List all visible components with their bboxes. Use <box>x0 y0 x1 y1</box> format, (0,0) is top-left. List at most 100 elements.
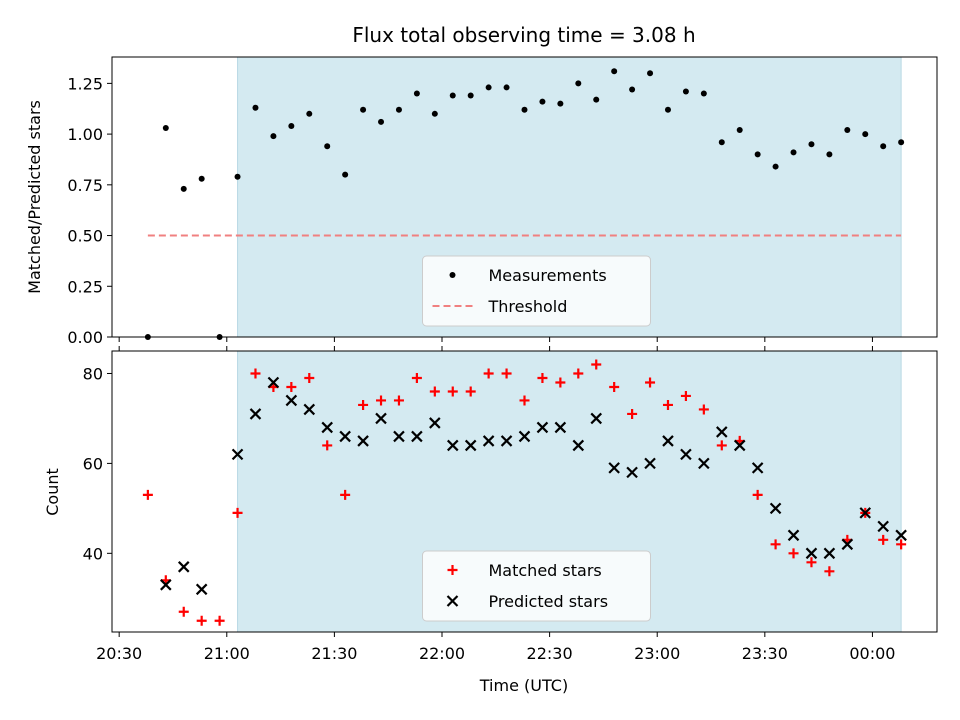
matched-stars-point <box>537 372 548 383</box>
measurement-point <box>808 141 815 148</box>
matched-stars-point <box>555 377 566 388</box>
predicted-stars-point <box>805 547 818 560</box>
y-tick-label: 0.00 <box>67 328 103 347</box>
predicted-stars-point <box>823 547 836 560</box>
axes-frame <box>111 56 938 338</box>
predicted-stars-point <box>644 457 656 470</box>
matched-stars-point <box>178 606 189 617</box>
measurement-point <box>557 100 564 107</box>
x-tick-label: 23:00 <box>634 644 680 663</box>
measurement-point <box>252 104 259 111</box>
matched-stars-point <box>752 489 763 500</box>
x-tick-label: 21:00 <box>204 644 250 663</box>
measurement-point <box>180 185 187 192</box>
matched-stars-point <box>142 489 153 500</box>
predicted-stars-point <box>195 583 208 596</box>
measurement-point <box>611 68 618 75</box>
predicted-stars-point <box>859 507 872 519</box>
legend-label: Matched stars <box>489 561 602 580</box>
matched-stars-point <box>591 359 602 370</box>
y-tick-label: 0.25 <box>67 277 103 296</box>
predicted-stars-point <box>375 412 387 425</box>
matched-stars-point <box>501 368 512 379</box>
measurement-point <box>521 106 528 113</box>
predicted-stars-point <box>733 439 746 452</box>
predicted-stars-point <box>608 462 620 474</box>
matched-stars-point <box>286 381 297 392</box>
matched-stars-point <box>465 386 476 397</box>
y-tick-label: 40 <box>83 544 103 563</box>
matched-stars-point <box>250 368 261 379</box>
measurement-point <box>467 92 474 99</box>
matched-stars-point <box>214 615 225 626</box>
measurement-point <box>270 133 277 140</box>
measurement-point <box>378 118 385 125</box>
measurement-point <box>593 96 600 103</box>
measurement-point <box>575 80 582 87</box>
matched-stars-point <box>878 534 889 545</box>
matched-stars-point <box>716 440 727 451</box>
predicted-stars-point <box>536 421 549 434</box>
matched-stars-point <box>824 566 835 577</box>
predicted-stars-point <box>895 529 907 542</box>
y-tick-label: 1.25 <box>67 74 103 93</box>
predicted-stars-point <box>680 448 692 461</box>
measurement-point <box>790 149 797 156</box>
predicted-stars-point <box>518 430 531 443</box>
predicted-stars-point <box>572 439 585 452</box>
matched-stars-point <box>573 368 584 379</box>
y-axis-title-count: Count <box>43 468 62 516</box>
legend-matched-marker <box>447 565 458 575</box>
measurement-point <box>413 90 420 97</box>
measurement-point <box>754 151 761 158</box>
measurement-point <box>503 84 510 91</box>
measurement-point <box>718 139 725 146</box>
chart-title: Flux total observing time = 3.08 h <box>352 23 695 47</box>
matched-stars-point <box>680 390 691 401</box>
predicted-stars-point <box>321 421 333 434</box>
matched-stars-point <box>627 408 638 419</box>
predicted-stars-point <box>357 435 369 447</box>
y-tick-label: 80 <box>83 364 103 383</box>
x-tick-label: 21:30 <box>311 644 357 663</box>
x-axis-title: Time (UTC) <box>479 676 568 695</box>
x-tick-label: 22:30 <box>527 644 573 663</box>
measurement-point <box>682 88 689 95</box>
measurement-point <box>288 122 295 129</box>
predicted-stars-point <box>267 376 280 389</box>
measurement-point <box>629 86 636 93</box>
measurement-point <box>844 127 851 134</box>
predicted-stars-point <box>769 502 782 515</box>
predicted-stars-point <box>177 561 190 573</box>
measurement-point <box>647 70 654 77</box>
measurement-point <box>862 131 869 138</box>
predicted-stars-point <box>231 448 244 461</box>
measurement-point <box>485 84 492 91</box>
legend-predicted-marker <box>446 595 459 607</box>
legend-label: Threshold <box>488 297 568 316</box>
x-tick-label: 00:00 <box>849 644 895 663</box>
matched-stars-point <box>770 539 781 550</box>
matched-stars-point <box>519 395 530 406</box>
y-tick-label: 60 <box>83 454 103 473</box>
y-tick-label: 1.00 <box>67 125 103 144</box>
count-panel: 40 60 80 20:30 21:00 21:30 22:00 22:30 23:00 23:3… <box>83 346 938 663</box>
measurement-point <box>539 98 546 105</box>
measurement-point <box>449 92 456 99</box>
predicted-stars-point <box>446 439 459 452</box>
x-tick-label: 23:30 <box>742 644 788 663</box>
predicted-stars-point <box>626 466 638 479</box>
ratio-panel: 0.00 0.25 0.50 0.75 1.00 1.25 Measurements Thre… <box>67 56 938 347</box>
matched-stars-point <box>645 377 656 388</box>
x-tick-label: 22:00 <box>419 644 465 663</box>
y-axis-title-ratio: Matched/Predicted stars <box>25 100 44 294</box>
x-tick-label: 20:30 <box>96 644 142 663</box>
predicted-stars-point <box>698 457 710 470</box>
legend-label: Measurements <box>489 266 607 285</box>
predicted-stars-point <box>500 435 513 447</box>
measurement-point <box>234 173 241 180</box>
matched-stars-point <box>411 372 422 383</box>
matched-stars-point <box>232 507 243 518</box>
y-tick-label: 0.50 <box>67 227 103 246</box>
predicted-stars-point <box>411 430 423 443</box>
